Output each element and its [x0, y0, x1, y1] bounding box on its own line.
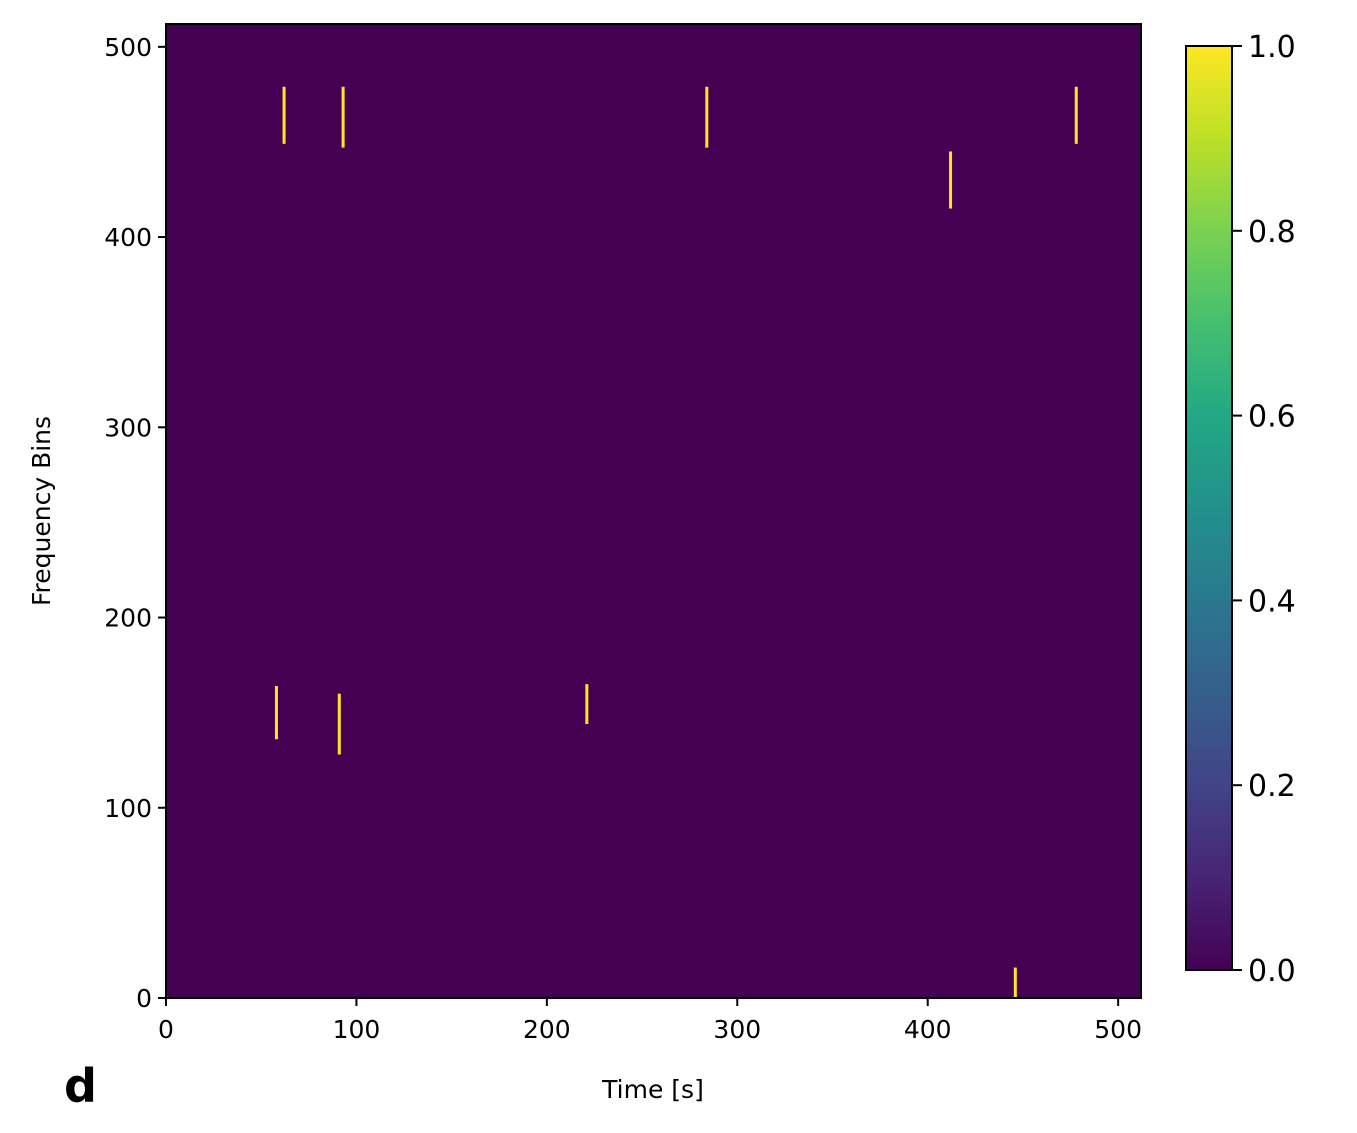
heatmap-background [166, 24, 1141, 998]
active-region-1 [341, 86, 345, 148]
active-region-4 [949, 151, 953, 209]
active-region-5 [274, 686, 278, 740]
colorbar-tick-label: 0.6 [1248, 400, 1296, 435]
x-tick-label: 200 [523, 1015, 571, 1044]
x-tick-label: 400 [904, 1015, 952, 1044]
active-region-0 [282, 86, 286, 144]
colorbar-tick-label: 1.0 [1248, 30, 1296, 65]
colorbar [1185, 45, 1233, 971]
y-tick-label: 200 [104, 604, 152, 633]
colorbar-tick-label: 0.0 [1248, 954, 1296, 989]
colorbar-ticks: 0.0 0.2 0.4 0.6 0.8 1.0 [1232, 30, 1296, 989]
plot-frame [165, 23, 1142, 999]
colorbar-tick-label: 0.4 [1248, 584, 1296, 619]
y-axis-label: Frequency Bins [27, 416, 56, 606]
y-axis-ticks: 0 100 200 300 400 500 [104, 33, 166, 1013]
x-tick-label: 300 [713, 1015, 761, 1044]
active-regions [274, 86, 1078, 998]
y-tick-label: 500 [104, 33, 152, 62]
x-axis-label: Time [s] [601, 1075, 704, 1104]
colorbar-tick-label: 0.2 [1248, 769, 1296, 804]
y-tick-label: 400 [104, 223, 152, 252]
x-tick-label: 100 [333, 1015, 381, 1044]
active-region-6 [337, 693, 341, 755]
x-tick-label: 0 [158, 1015, 174, 1044]
y-tick-label: 300 [104, 413, 152, 442]
active-region-2 [705, 86, 709, 148]
active-region-3 [1074, 86, 1078, 144]
active-region-7 [585, 684, 589, 725]
y-tick-label: 0 [136, 984, 152, 1013]
colorbar-tick-label: 0.8 [1248, 215, 1296, 250]
x-axis-ticks: 0 100 200 300 400 500 [158, 998, 1142, 1044]
x-tick-label: 500 [1094, 1015, 1142, 1044]
y-tick-label: 100 [104, 794, 152, 823]
active-region-8 [1013, 967, 1017, 998]
panel-letter: d [64, 1059, 97, 1113]
